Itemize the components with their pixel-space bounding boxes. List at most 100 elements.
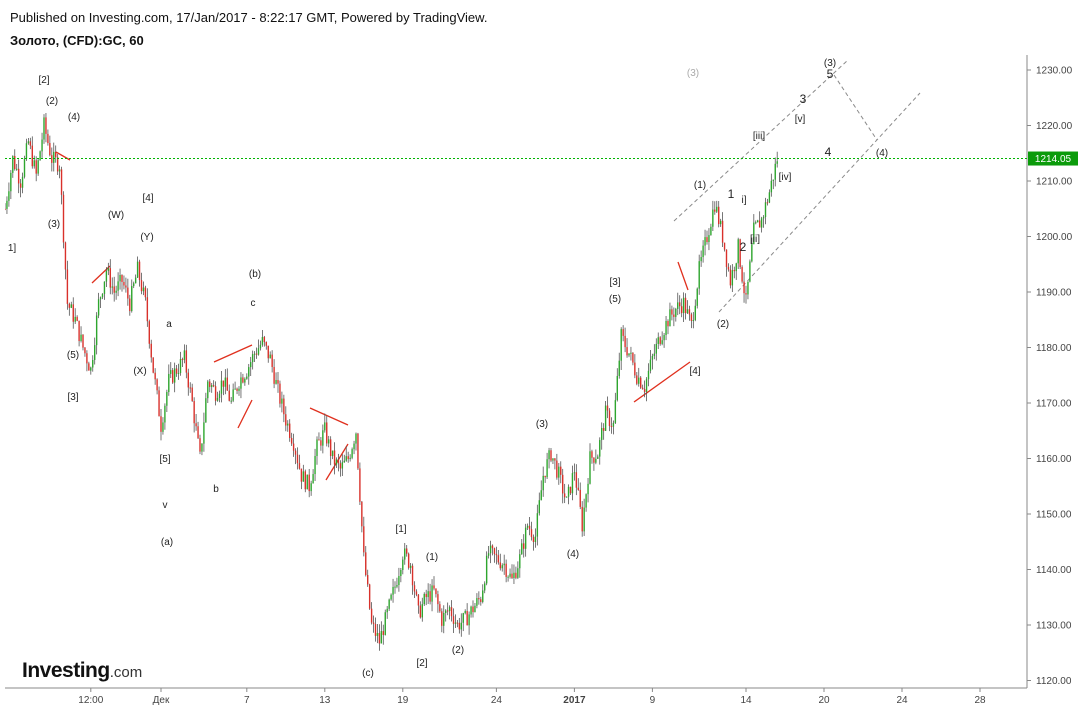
wave-label: (1)	[694, 180, 706, 191]
candle-body	[70, 304, 72, 308]
candle-body	[199, 438, 201, 452]
y-tick-label: 1170.00	[1036, 399, 1072, 410]
candle-body	[554, 458, 556, 461]
candle-body	[719, 220, 722, 225]
candle-body	[326, 422, 328, 444]
y-tick-label: 1150.00	[1036, 510, 1072, 521]
candle-body	[64, 242, 67, 270]
candle-body	[470, 606, 472, 615]
candle-body	[216, 397, 219, 401]
candle-body	[472, 606, 474, 613]
candle-body	[382, 631, 384, 635]
candle-body	[548, 450, 550, 460]
x-tick-label: 12:00	[78, 695, 103, 706]
candle-body	[290, 438, 293, 444]
candle-body	[298, 463, 301, 469]
candle-body	[136, 261, 139, 278]
candle-body	[318, 439, 320, 441]
candle-body	[43, 117, 45, 140]
x-tick-label: 9	[650, 695, 656, 706]
candle-body	[14, 156, 16, 170]
candle-body	[482, 590, 484, 602]
candle-body	[203, 422, 205, 444]
candle-body	[663, 335, 665, 341]
x-tick-label: 24	[896, 695, 908, 706]
candle-body	[675, 308, 677, 317]
symbol-title: Золото, (CFD):GC, 60	[10, 33, 144, 48]
candle-body	[62, 194, 65, 243]
candle-body	[524, 527, 527, 549]
candle-body	[238, 388, 240, 391]
candle-body	[772, 179, 774, 181]
candle-body	[478, 598, 480, 600]
candle-body	[645, 379, 648, 392]
candle-body	[595, 458, 597, 463]
candle-body	[72, 304, 74, 322]
candle-body	[8, 191, 10, 201]
candle-body	[363, 526, 365, 553]
candle-body	[458, 622, 461, 630]
candle-body	[579, 489, 581, 507]
candle-body	[460, 622, 462, 630]
candle-body	[601, 428, 603, 441]
candle-body	[187, 372, 189, 388]
candle-body	[581, 506, 583, 532]
candle-body	[571, 473, 574, 494]
candle-body	[599, 440, 601, 457]
candle-body	[49, 143, 51, 156]
candle-body	[343, 460, 345, 463]
candle-body	[745, 293, 747, 295]
candle-body	[320, 440, 322, 446]
candle-body	[195, 423, 197, 427]
candle-body	[183, 350, 186, 360]
candle-body	[201, 443, 203, 452]
candle-body	[562, 474, 564, 494]
candle-body	[593, 457, 595, 463]
candle-body	[331, 450, 334, 457]
candle-body	[189, 387, 191, 389]
candle-body	[152, 357, 154, 373]
candle-body	[622, 329, 624, 336]
wave-label: c	[251, 298, 256, 309]
candle-body	[357, 433, 359, 469]
wave-label: (5)	[67, 350, 79, 361]
candle-body	[125, 285, 127, 288]
candle-body	[304, 471, 306, 490]
candle-body	[372, 622, 375, 625]
trend-line	[237, 399, 253, 429]
candle-body	[425, 593, 427, 598]
candle-body	[250, 362, 252, 368]
wave-label: [4]	[142, 193, 153, 204]
candle-body	[380, 631, 383, 644]
candle-body	[530, 529, 533, 538]
candle-body	[616, 375, 618, 401]
candle-body	[378, 633, 381, 644]
candle-body	[156, 379, 158, 391]
candle-body	[643, 389, 646, 392]
candle-body	[324, 422, 326, 431]
candle-body	[283, 398, 285, 415]
wave-label: v	[163, 500, 168, 511]
candle-body	[275, 380, 277, 384]
wave-label: (Y)	[140, 232, 153, 243]
candle-body	[725, 249, 728, 267]
candle-body	[743, 281, 745, 294]
candle-body	[285, 414, 287, 426]
candle-body	[388, 599, 390, 609]
candle-body	[751, 244, 753, 262]
candle-body	[322, 430, 324, 446]
wave-label: [2]	[416, 658, 427, 669]
candle-body	[509, 573, 511, 577]
candle-body	[718, 206, 720, 225]
candle-body	[16, 168, 18, 170]
candle-body	[620, 329, 622, 361]
candle-body	[497, 555, 500, 563]
candle-body	[505, 563, 507, 577]
candle-body	[390, 594, 392, 600]
channel-lower-line	[718, 92, 921, 313]
candle-body	[236, 388, 238, 391]
candle-body	[158, 390, 160, 417]
candle-body	[565, 496, 568, 498]
candle-body	[306, 474, 308, 490]
